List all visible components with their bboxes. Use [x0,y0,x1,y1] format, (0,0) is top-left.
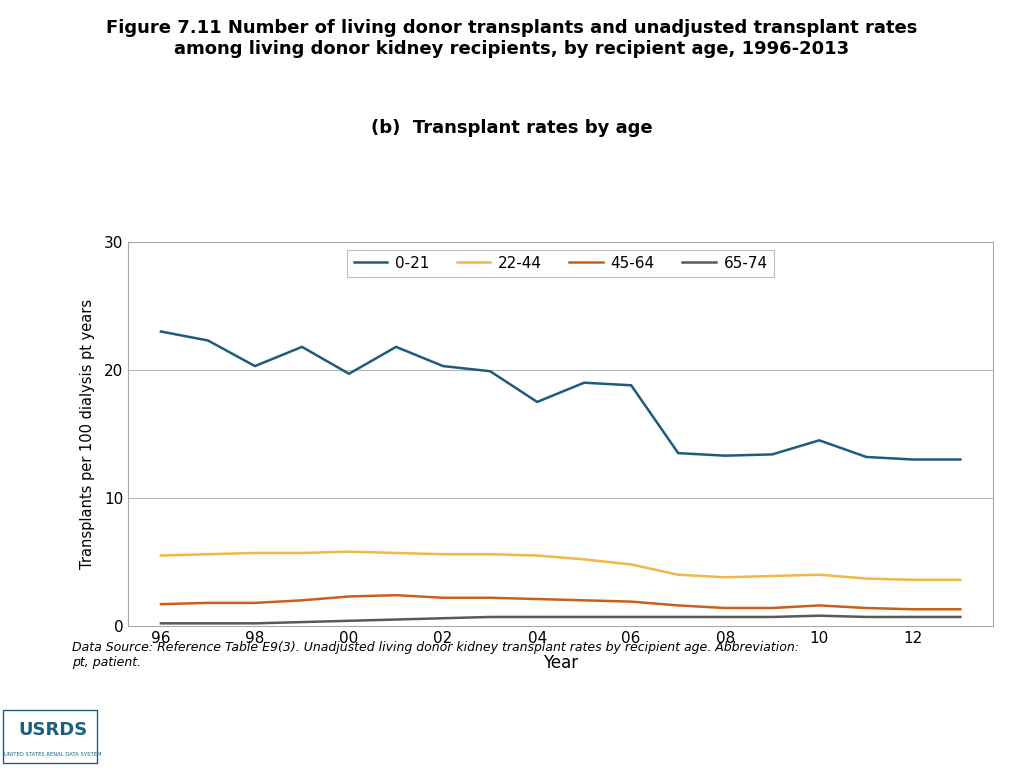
0-21 [719,451,731,460]
22-44 [249,548,261,558]
22-44 [813,570,825,579]
0-21 [954,455,967,464]
X-axis label: Year: Year [543,654,579,672]
65-74 [813,611,825,621]
Text: USRDS: USRDS [17,721,87,740]
45-64 [296,596,308,605]
45-64 [155,600,167,609]
Line: 0-21: 0-21 [161,332,961,459]
0-21 [202,336,214,345]
45-64 [578,596,590,605]
65-74 [672,612,684,621]
Text: 18: 18 [966,727,993,746]
Text: UNITED STATES RENAL DATA SYSTEM: UNITED STATES RENAL DATA SYSTEM [4,752,101,756]
65-74 [860,612,872,621]
0-21 [672,449,684,458]
Line: 45-64: 45-64 [161,595,961,609]
22-44 [484,550,497,559]
45-64 [954,604,967,614]
45-64 [813,601,825,610]
0-21 [907,455,920,464]
22-44 [907,575,920,584]
22-44 [202,550,214,559]
45-64 [719,604,731,613]
65-74 [202,619,214,628]
Y-axis label: Transplants per 100 dialysis pt years: Transplants per 100 dialysis pt years [81,299,95,569]
Line: 22-44: 22-44 [161,551,961,580]
0-21 [625,381,637,390]
Line: 65-74: 65-74 [161,616,961,624]
22-44 [296,548,308,558]
45-64 [531,594,544,604]
0-21 [437,362,450,371]
65-74 [343,616,355,625]
65-74 [719,612,731,621]
0-21 [155,327,167,336]
22-44 [531,551,544,560]
65-74 [249,619,261,628]
0-21 [343,369,355,379]
65-74 [954,612,967,621]
65-74 [390,615,402,624]
22-44 [719,573,731,582]
22-44 [343,547,355,556]
22-44 [672,570,684,579]
45-64 [766,604,778,613]
45-64 [437,593,450,602]
45-64 [672,601,684,610]
22-44 [437,550,450,559]
22-44 [390,548,402,558]
65-74 [766,612,778,621]
0-21 [296,343,308,352]
65-74 [578,612,590,621]
45-64 [484,593,497,602]
65-74 [484,612,497,621]
0-21 [766,450,778,459]
Legend: 0-21, 22-44, 45-64, 65-74: 0-21, 22-44, 45-64, 65-74 [347,250,774,276]
45-64 [907,604,920,614]
22-44 [578,554,590,564]
45-64 [343,592,355,601]
Text: Figure 7.11 Number of living donor transplants and unadjusted transplant rates
a: Figure 7.11 Number of living donor trans… [106,19,918,58]
65-74 [296,617,308,627]
65-74 [437,614,450,623]
65-74 [531,612,544,621]
Text: Vol 2, ESRD, Ch 7: Vol 2, ESRD, Ch 7 [417,727,607,746]
0-21 [531,397,544,406]
22-44 [155,551,167,560]
22-44 [954,575,967,584]
65-74 [625,612,637,621]
0-21 [860,452,872,462]
45-64 [249,598,261,607]
0-21 [813,435,825,445]
22-44 [860,574,872,583]
45-64 [625,597,637,606]
45-64 [390,591,402,600]
Text: (b)  Transplant rates by age: (b) Transplant rates by age [371,119,653,137]
Text: Data Source: Reference Table E9(3). Unadjusted living donor kidney transplant ra: Data Source: Reference Table E9(3). Unad… [72,641,799,669]
22-44 [625,560,637,569]
0-21 [578,378,590,387]
0-21 [484,366,497,376]
45-64 [202,598,214,607]
0-21 [249,362,261,371]
45-64 [860,604,872,613]
65-74 [907,612,920,621]
0-21 [390,343,402,352]
65-74 [155,619,167,628]
22-44 [766,571,778,581]
